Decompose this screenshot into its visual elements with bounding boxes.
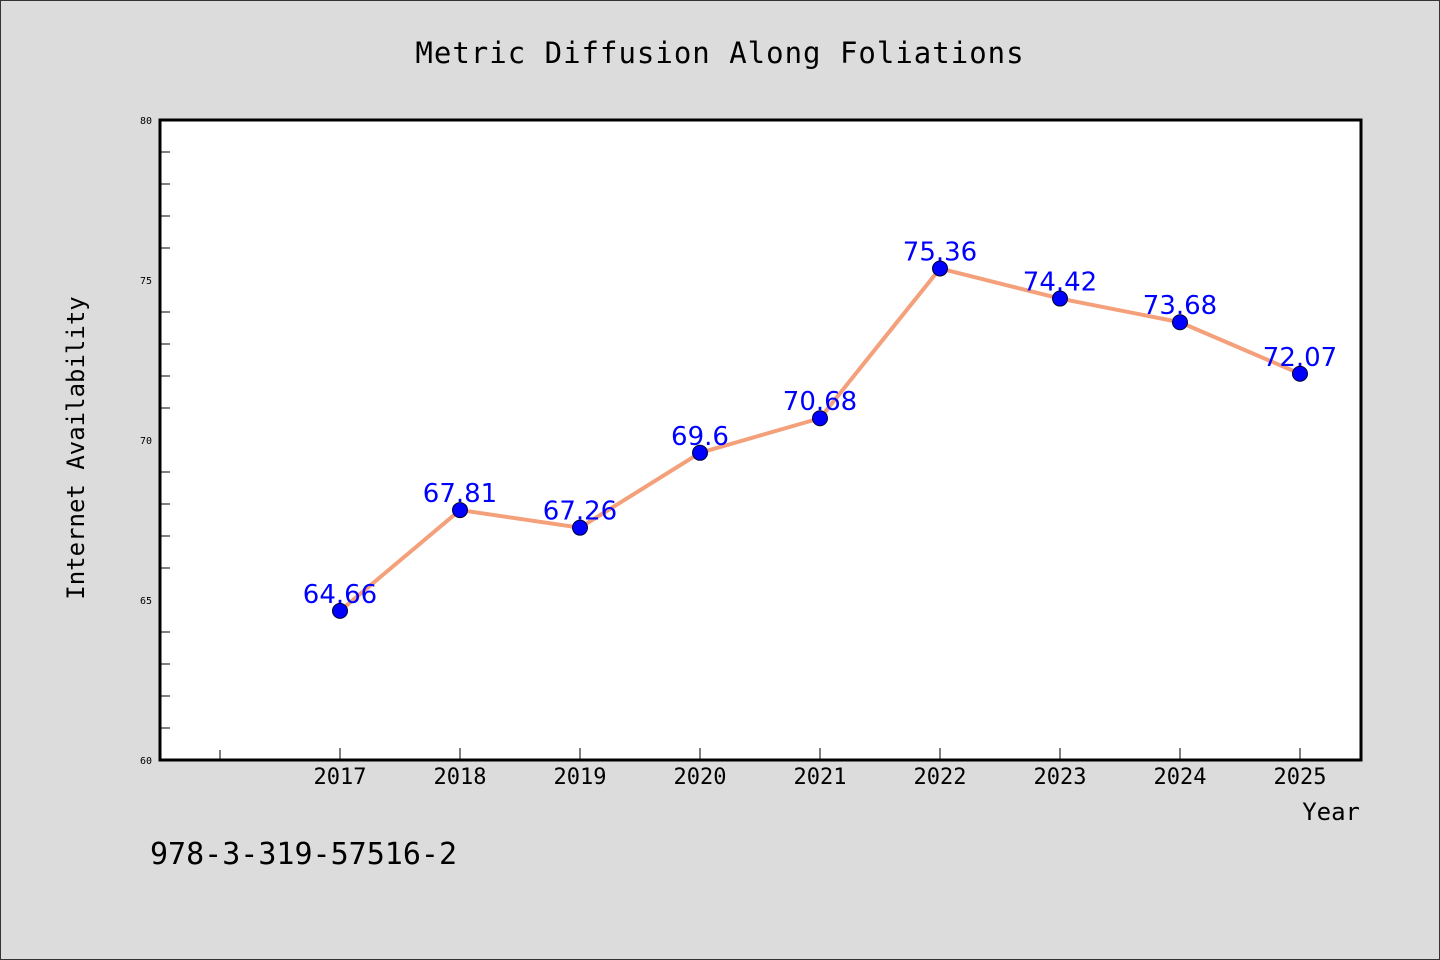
data-label: 75.36 xyxy=(903,237,977,267)
x-tick-label: 2024 xyxy=(1154,765,1207,790)
x-tick-label: 2023 xyxy=(1034,765,1087,790)
data-point xyxy=(692,444,708,461)
series-group: 64.66 67.81 67.26 69.6 70.68 75.36 74.42 73.68 7… xyxy=(303,237,1337,619)
isbn-text: 978-3-319-57516-2 xyxy=(150,837,457,872)
x-axis: 2017 2018 2019 2020 2021 2022 2023 2024 2025 xyxy=(219,748,1327,790)
data-label: 67.26 xyxy=(543,497,617,527)
y-tick-label: 70 xyxy=(140,436,152,447)
data-point xyxy=(1052,290,1068,307)
y-tick-label: 60 xyxy=(140,756,152,767)
y-tick-label: 65 xyxy=(140,596,152,607)
data-point xyxy=(452,502,468,519)
data-point xyxy=(812,410,828,427)
y-axis-label: Internet Availability xyxy=(62,296,90,599)
x-tick-label: 2021 xyxy=(794,765,847,790)
data-label: 67.81 xyxy=(423,479,497,509)
x-tick-label: 2017 xyxy=(314,765,367,790)
x-axis-label: Year xyxy=(1302,798,1360,826)
plot-area xyxy=(158,118,1363,762)
data-point xyxy=(332,602,348,619)
data-label: 69.6 xyxy=(671,422,729,452)
data-label: 73.68 xyxy=(1143,291,1217,321)
chart-title: Metric Diffusion Along Foliations xyxy=(415,36,1024,70)
data-point xyxy=(1292,365,1308,382)
x-tick-label: 2019 xyxy=(554,765,607,790)
data-point xyxy=(932,260,948,277)
data-label: 72.07 xyxy=(1263,343,1337,373)
data-label: 74.42 xyxy=(1023,268,1097,298)
data-label: 64.66 xyxy=(303,580,377,610)
x-tick-label: 2025 xyxy=(1274,765,1327,790)
x-tick-label: 2020 xyxy=(674,765,727,790)
data-point xyxy=(1172,314,1188,331)
x-tick-label: 2018 xyxy=(434,765,487,790)
data-label: 70.68 xyxy=(783,387,857,417)
y-axis: 60 65 70 75 80 xyxy=(140,116,170,767)
y-tick-label: 80 xyxy=(140,116,152,127)
x-tick-label: 2022 xyxy=(914,765,967,790)
data-point xyxy=(572,519,588,536)
y-tick-label: 75 xyxy=(140,276,152,287)
